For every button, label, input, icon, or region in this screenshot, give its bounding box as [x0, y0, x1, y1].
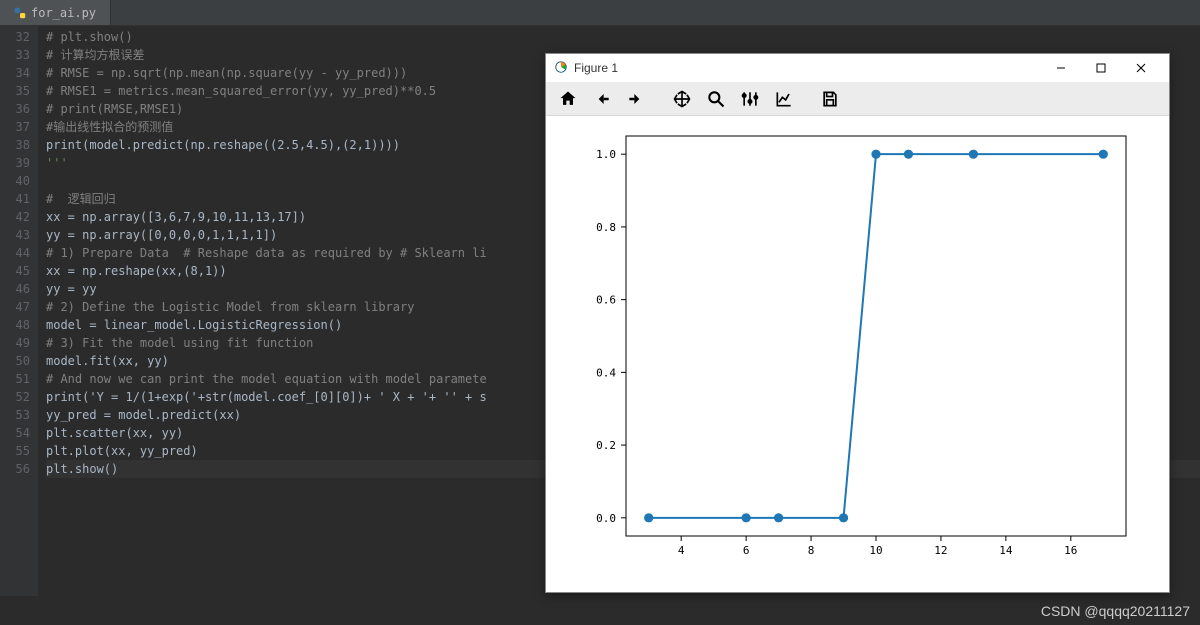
svg-text:12: 12 [934, 544, 947, 557]
svg-text:4: 4 [678, 544, 685, 557]
maximize-button[interactable] [1081, 56, 1121, 80]
minimize-button[interactable] [1041, 56, 1081, 80]
svg-text:10: 10 [869, 544, 882, 557]
line-gutter: 3233343536373839404142434445464748495051… [0, 26, 38, 596]
svg-text:0.0: 0.0 [596, 512, 616, 525]
svg-text:16: 16 [1064, 544, 1077, 557]
axes-icon[interactable] [770, 85, 798, 113]
chart-svg: 4 6 8 10 12 14 16 0.0 0.2 0.4 0.6 0.8 1.0 [546, 116, 1169, 592]
python-icon [14, 7, 26, 19]
tab-bar: for_ai.py [0, 0, 1200, 26]
window-buttons [1041, 56, 1161, 80]
zoom-icon[interactable] [702, 85, 730, 113]
svg-text:0.6: 0.6 [596, 294, 616, 307]
svg-text:0.8: 0.8 [596, 221, 616, 234]
home-icon[interactable] [554, 85, 582, 113]
tab-filename: for_ai.py [31, 6, 96, 20]
watermark: CSDN @qqqq20211127 [1041, 603, 1190, 619]
save-icon[interactable] [816, 85, 844, 113]
close-button[interactable] [1121, 56, 1161, 80]
svg-text:0.2: 0.2 [596, 439, 616, 452]
file-tab[interactable]: for_ai.py [0, 0, 111, 25]
figure-title: Figure 1 [574, 61, 618, 75]
config-icon[interactable] [736, 85, 764, 113]
svg-text:1.0: 1.0 [596, 148, 616, 161]
matplotlib-icon [554, 60, 568, 77]
back-icon[interactable] [588, 85, 616, 113]
svg-text:6: 6 [743, 544, 750, 557]
svg-text:14: 14 [999, 544, 1013, 557]
pan-icon[interactable] [668, 85, 696, 113]
plot-area: 4 6 8 10 12 14 16 0.0 0.2 0.4 0.6 0.8 1.0 [546, 116, 1169, 592]
svg-text:0.4: 0.4 [596, 366, 616, 379]
figure-window: Figure 1 4 6 8 10 12 14 16 0.0 0.2 0.4 0.6 0.8 1.0 [545, 53, 1170, 593]
svg-text:8: 8 [808, 544, 815, 557]
figure-titlebar[interactable]: Figure 1 [546, 54, 1169, 82]
forward-icon[interactable] [622, 85, 650, 113]
figure-toolbar [546, 82, 1169, 116]
